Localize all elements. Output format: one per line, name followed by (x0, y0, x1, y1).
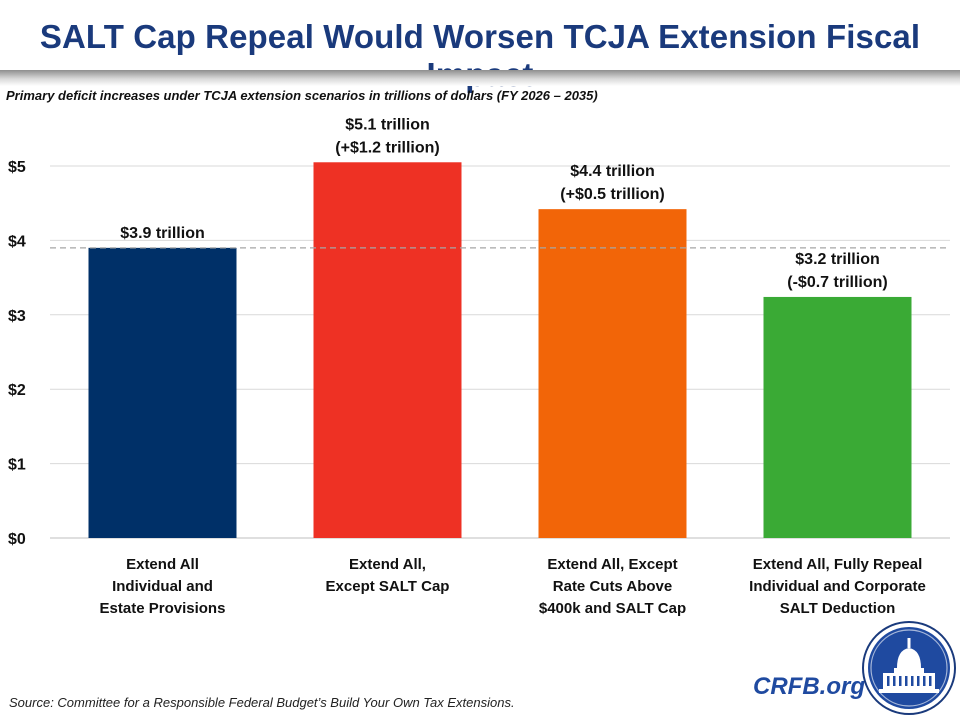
x-tick-label: Extend All, Fully Repeal (753, 556, 922, 573)
x-tick-label: Individual and (112, 578, 213, 595)
data-label: $3.2 trillion (795, 251, 879, 268)
y-tick-label: $4 (8, 233, 26, 250)
bar (763, 296, 912, 538)
source-note: Source: Committee for a Responsible Fede… (9, 695, 515, 710)
x-tick-label: Rate Cuts Above (553, 578, 672, 595)
bar (88, 247, 237, 538)
bar (538, 209, 687, 539)
data-label: $4.4 trillion (570, 163, 654, 180)
x-tick-label: Estate Provisions (100, 600, 226, 617)
y-tick-label: $0 (8, 531, 26, 548)
y-tick-label: $2 (8, 382, 26, 399)
brand-link[interactable]: CRFB.org (753, 673, 865, 700)
bar (313, 162, 462, 538)
data-label: (+$1.2 trillion) (335, 139, 439, 156)
x-tick-label: Individual and Corporate (749, 578, 926, 595)
x-tick-label: $400k and SALT Cap (539, 600, 686, 617)
title-divider (0, 70, 960, 86)
y-tick-label: $5 (8, 159, 26, 176)
x-tick-label: Extend All, Except (547, 556, 677, 573)
x-tick-label: SALT Deduction (780, 600, 896, 617)
x-tick-label: Except SALT Cap (326, 578, 450, 595)
data-label: $3.9 trillion (120, 225, 204, 242)
y-tick-label: $3 (8, 308, 26, 325)
data-label: $5.1 trillion (345, 116, 429, 133)
x-tick-label: Extend All (126, 556, 199, 573)
data-label: (-$0.7 trillion) (787, 274, 887, 291)
x-tick-label: Extend All, (349, 556, 426, 573)
chart-subtitle: Primary deficit increases under TCJA ext… (6, 88, 598, 103)
data-label: (+$0.5 trillion) (560, 186, 664, 203)
y-tick-label: $1 (8, 457, 26, 474)
capitol-seal-logo (862, 621, 956, 715)
